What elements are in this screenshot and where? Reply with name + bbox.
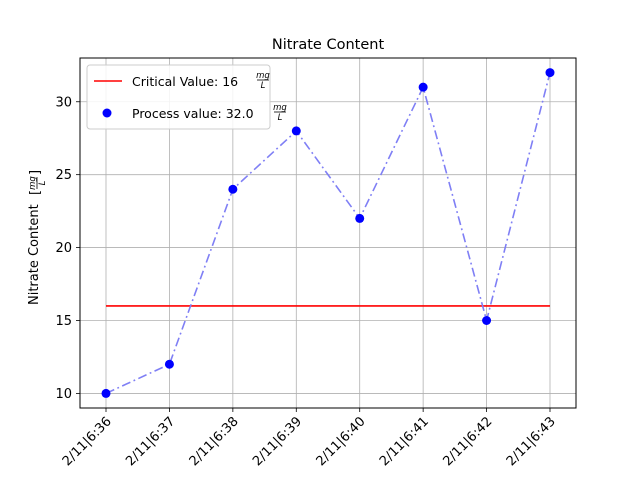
y-axis-label-text: Nitrate Content [27, 204, 42, 305]
process-value-line [105, 72, 551, 395]
process-value-point [418, 82, 428, 92]
legend-process-unit-denominator: L [278, 113, 283, 123]
process-value-point [228, 184, 238, 194]
process-value-series [105, 72, 551, 395]
legend-process-swatch [102, 108, 112, 118]
y-axis-label-open-bracket: [ [28, 190, 43, 195]
legend-critical-unit-denominator: L [261, 81, 266, 91]
legend: Critical Value: 16 mg L Process value: 3… [86, 64, 287, 130]
y-axis-ticks: 10 15 20 25 30 [55, 95, 80, 402]
plot-frame [79, 57, 577, 409]
chart-title: Nitrate Content [272, 37, 385, 53]
process-value-point [355, 213, 365, 223]
process-value-point [291, 126, 301, 136]
y-tick-label: 30 [55, 95, 72, 110]
y-axis-unit-numerator: mg [28, 176, 38, 190]
process-value-points [101, 68, 555, 398]
process-value-point [164, 359, 174, 369]
y-axis-label: Nitrate Content [ mg L ] [27, 170, 48, 305]
process-value-point [482, 316, 492, 325]
y-tick-label: 25 [55, 168, 72, 183]
legend-critical-label: Critical Value: 16 [132, 74, 238, 89]
legend-box [86, 64, 271, 130]
y-tick-label: 20 [55, 241, 72, 256]
y-tick-label: 10 [55, 387, 72, 402]
process-value-point [545, 68, 555, 78]
y-axis-unit-denominator: L [38, 180, 48, 185]
process-value-point [101, 388, 111, 398]
legend-critical-unit-numerator: mg [256, 71, 270, 81]
legend-process-label: Process value: 32.0 [132, 106, 254, 121]
legend-process-unit-numerator: mg [273, 103, 287, 113]
y-axis-label-close-bracket: ] [28, 170, 43, 175]
y-tick-label: 15 [55, 314, 72, 329]
